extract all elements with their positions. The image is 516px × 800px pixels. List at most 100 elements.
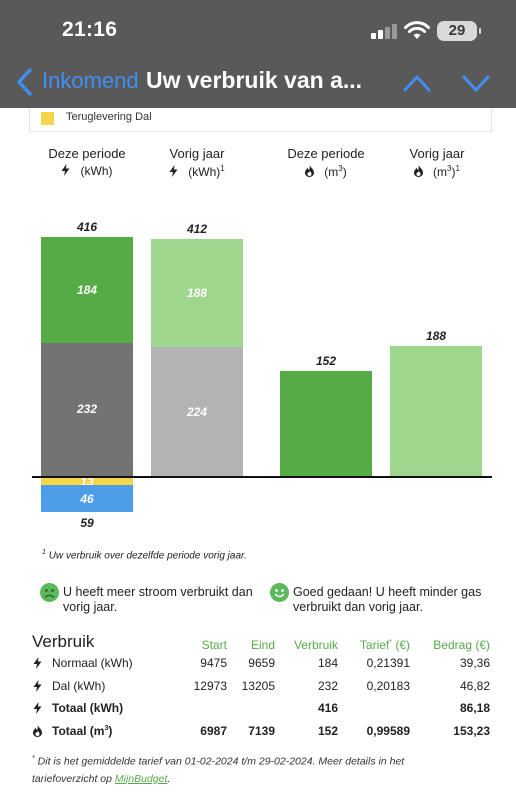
column-title-stroom-deze: Deze periode (48, 146, 126, 161)
happy-face-icon (270, 583, 289, 602)
footnote: 1 Uw verbruik over dezelfde periode vori… (42, 549, 247, 561)
cell-eind: 13205 (241, 679, 275, 693)
flame-icon (33, 724, 43, 737)
gas-message-line2: verbruikt dan vorig jaar. (293, 600, 423, 614)
header-start: Start (201, 638, 227, 652)
footnote-marker: 1 (455, 164, 460, 173)
lightning-icon (33, 701, 43, 714)
bar-value-label: 152 (315, 354, 337, 369)
cell-eind: 7139 (248, 724, 275, 738)
cell-start: 9475 (200, 656, 227, 670)
cell-tarief: 0,99589 (366, 724, 410, 738)
table-row: Dal (kWh) 12973 13205 232 0,20183 46,82 (0, 679, 516, 701)
bar-value-label: 188 (425, 329, 447, 344)
bar-negative-total-label: 59 (80, 515, 94, 530)
row-label: Totaal (kWh) (52, 701, 124, 715)
lightning-icon (61, 164, 70, 176)
column-unit-gas-deze: (m3) (266, 164, 386, 179)
gas-message-line1: Goed gedaan! U heeft minder gas (293, 585, 482, 599)
header-tarief-label: Tarief (359, 638, 390, 652)
flame-icon (305, 165, 315, 177)
cell-tarief: 0,21391 (366, 656, 410, 670)
cell-start: 12973 (193, 679, 227, 693)
wifi-icon (404, 21, 430, 39)
unit-label: (kWh) (80, 164, 113, 178)
stroom-message: U heeft meer stroom verbruikt dan vorig … (63, 585, 253, 615)
header-tarief: Tarief* (€) (360, 638, 410, 652)
battery-icon: 29 (437, 21, 481, 41)
legend-swatch-teruglevering-dal (41, 112, 54, 125)
column-title-stroom-vorig: Vorig jaar (169, 146, 225, 161)
lightning-icon (33, 656, 43, 669)
unit-exponent: 3 (447, 164, 452, 173)
table-row: Totaal (kWh) 416 86,18 (0, 701, 516, 723)
cell-verbruik: 232 (317, 679, 338, 693)
bar-segment (41, 478, 133, 486)
stroom-message-line2: vorig jaar. (63, 600, 118, 614)
status-bar: 21:16 29 (0, 0, 516, 58)
footnote-marker: 1 (220, 164, 225, 173)
lightning-icon (169, 165, 178, 177)
cell-verbruik: 416 (317, 701, 338, 715)
header-tarief-unit: (€) (392, 638, 410, 652)
bar-value-label: 232 (76, 402, 98, 417)
page-title: Uw verbruik van a... (146, 67, 363, 93)
bar-total-label: 416 (76, 219, 98, 234)
lightning-icon (33, 679, 43, 692)
cell-verbruik: 152 (317, 724, 338, 738)
cell-eind: 9659 (248, 656, 275, 670)
status-time: 21:16 (62, 18, 118, 41)
chevron-down-icon[interactable] (461, 72, 491, 94)
back-button[interactable]: Inkomend (42, 68, 139, 93)
column-unit-stroom-vorig: (kWh)1 (137, 164, 257, 179)
chevron-left-icon[interactable] (14, 66, 36, 98)
header-tarief-marker: * (389, 639, 392, 646)
table-row: Normaal (kWh) 9475 9659 184 0,21391 39,36 (0, 656, 516, 678)
stroom-message-line1: U heeft meer stroom verbruikt dan (63, 585, 253, 599)
cell-tarief: 0,20183 (366, 679, 410, 693)
footnote-marker: 1 (42, 549, 46, 556)
bar-value-label: 13 (80, 474, 94, 489)
sad-face-icon (40, 583, 59, 602)
cell-bedrag: 39,36 (459, 656, 490, 670)
cell-bedrag: 86,18 (459, 701, 490, 715)
gas-message: Goed gedaan! U heeft minder gas verbruik… (293, 585, 481, 615)
note-text: Dit is het gemiddelde tarief van 01-02-2… (32, 755, 405, 785)
bar-value-label: 224 (186, 404, 208, 419)
header-bedrag: Bedrag (€) (433, 638, 490, 652)
bar-segment (151, 347, 243, 476)
header-eind: Eind (250, 638, 275, 652)
bar-segment (41, 342, 133, 476)
flame-icon (414, 165, 424, 177)
cell-bedrag: 46,82 (459, 679, 490, 693)
note-end: . (167, 772, 171, 785)
row-label: Totaal (m3) (52, 724, 113, 738)
mijnbudget-link[interactable]: MijnBudget (114, 772, 168, 785)
unit-exponent: 3 (338, 164, 343, 173)
chart-baseline (32, 476, 492, 478)
column-unit-stroom-deze: (kWh) (27, 164, 147, 178)
nav-bar: Inkomend Uw verbruik van a... (0, 58, 516, 108)
bar (390, 346, 482, 476)
content-area: Teruglevering Dal Deze periode (kWh) Vor… (0, 108, 516, 800)
unit-label: (m (433, 165, 448, 179)
column-title-gas-deze: Deze periode (287, 146, 365, 161)
chevron-up-icon[interactable] (402, 72, 432, 94)
note-marker: * (32, 755, 35, 762)
bar-segment (41, 236, 133, 343)
row-label: Dal (kWh) (52, 679, 106, 693)
row-label: Normaal (kWh) (52, 656, 133, 670)
chart-legend: Teruglevering Dal (29, 108, 492, 132)
unit-label-suffix: ) (451, 165, 456, 179)
bar-value-label: 46 (80, 491, 94, 506)
bar-segment (151, 239, 243, 348)
signal-icon (371, 23, 399, 39)
unit-label-suffix: ) (342, 165, 347, 179)
unit-label: (kWh) (188, 165, 221, 179)
bar-segment (41, 485, 133, 512)
column-unit-gas-vorig: (m3)1 (377, 164, 497, 179)
cell-bedrag: 153,23 (453, 724, 490, 738)
table-title: Verbruik (32, 632, 95, 651)
cell-verbruik: 184 (317, 656, 338, 670)
legend-label-teruglevering-dal: Teruglevering Dal (66, 111, 152, 123)
